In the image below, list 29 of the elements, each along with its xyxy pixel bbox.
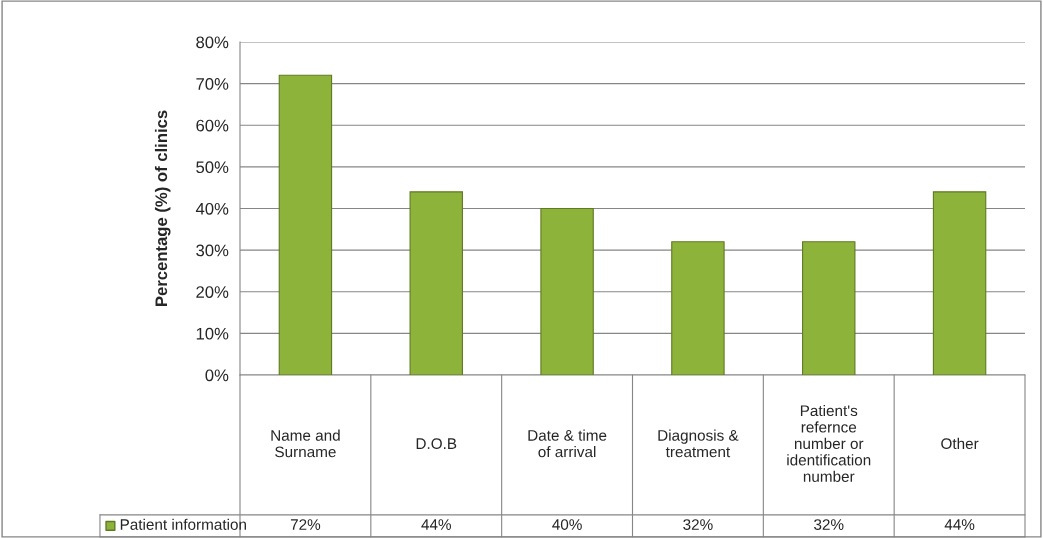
bar [932, 191, 987, 375]
y-tick-label: 40% [195, 202, 229, 215]
data-label: 32% [814, 519, 844, 530]
y-axis-title: Percentage (%) of clinics [154, 110, 171, 307]
data-label: 72% [290, 519, 321, 530]
bar [540, 207, 594, 375]
y-tick-label: 70% [196, 78, 229, 90]
y-tick-label: 50% [196, 161, 229, 174]
y-tick-label: 60% [196, 119, 229, 132]
data-label: 44% [944, 519, 975, 530]
y-tick-label: 0% [205, 369, 229, 382]
data-label: 40% [552, 519, 582, 530]
x-tick-label: Name and Surname [271, 429, 340, 458]
x-tick-label: Diagnosis & treatment [658, 429, 739, 458]
x-tick-label: Patient's refernce number or identification number [787, 404, 871, 482]
x-tick-label: Other [941, 437, 979, 450]
data-label: 44% [421, 519, 451, 530]
y-tick-label: 80% [196, 36, 229, 49]
y-tick-label: 10% [196, 327, 229, 340]
y-tick-label: 20% [196, 286, 229, 298]
x-tick-label: D.O.B [416, 438, 457, 450]
y-tick-label: 30% [196, 244, 229, 257]
bar [671, 241, 725, 375]
bar [802, 241, 856, 375]
data-label: 32% [683, 519, 713, 530]
legend-label: Patient information [120, 518, 246, 530]
bar [409, 191, 463, 375]
bar [278, 74, 333, 375]
x-tick-label: Date & time of arrival [528, 429, 607, 458]
